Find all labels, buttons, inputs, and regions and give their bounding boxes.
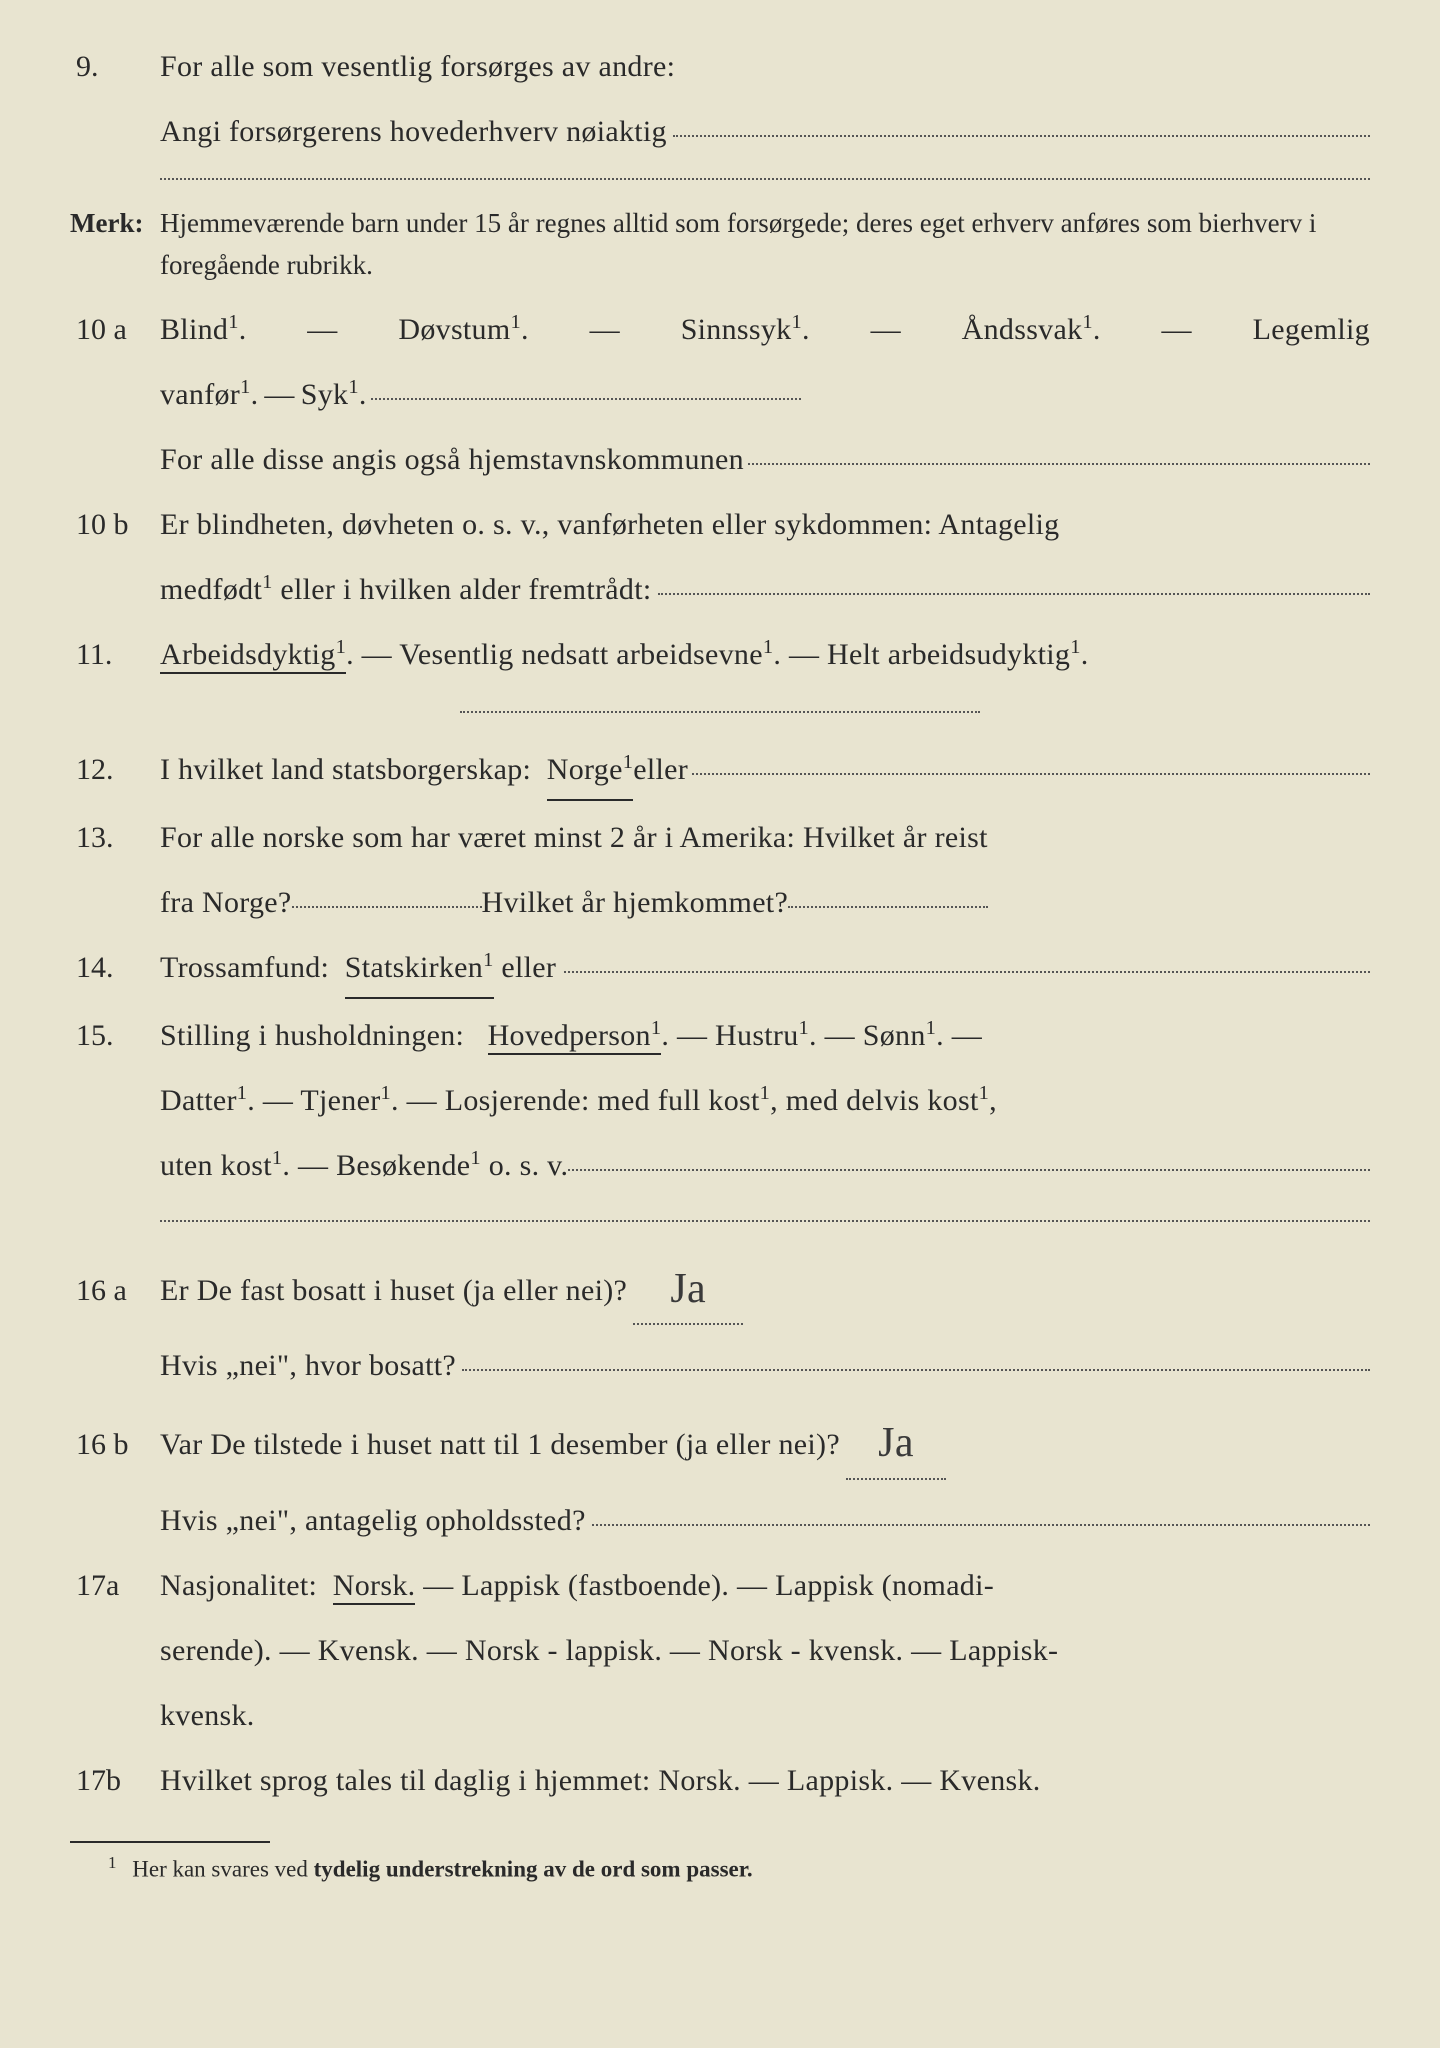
q15-line1: 15. Stilling i husholdningen: Hovedperso…: [70, 1007, 1370, 1064]
q13-blank2[interactable]: [788, 906, 988, 908]
q16b-line2: Hvis „nei", antagelig opholdssted?: [70, 1492, 1370, 1549]
q16a-blank2[interactable]: [462, 1369, 1370, 1371]
q15-line2: Datter1. — Tjener1. — Losjerende: med fu…: [70, 1072, 1370, 1129]
merk-text: Hjemmeværende barn under 15 år regnes al…: [160, 203, 1370, 287]
q17a-line3: kvensk.: [70, 1687, 1370, 1744]
q17a-opt-norsk[interactable]: Norsk.: [333, 1569, 416, 1605]
footnote-rule: [70, 1841, 270, 1843]
q16b-question: Var De tilstede i huset natt til 1 desem…: [160, 1416, 840, 1473]
q11-opt-arbeidsdyktig[interactable]: Arbeidsdyktig1: [160, 638, 346, 674]
divider: [160, 178, 1370, 180]
q17a-number: 17a: [70, 1557, 160, 1614]
q13-line2: fra Norge? Hvilket år hjemkommet?: [70, 874, 1370, 931]
q10b-number: 10 b: [70, 496, 160, 553]
q10a-line1: 10 a Blind1. — Døvstum1. — Sinnssyk1. — …: [70, 301, 1370, 358]
form-page: 9. For alle som vesentlig forsørges av a…: [70, 38, 1370, 2018]
q16a-question: Er De fast bosatt i huset (ja eller nei)…: [160, 1262, 627, 1319]
q17a-line2: serende). — Kvensk. — Norsk - lappisk. —…: [70, 1622, 1370, 1679]
q10a-opt-syk[interactable]: Syk1.: [301, 366, 367, 423]
q11-opt-udyktig[interactable]: Helt arbeidsudyktig1: [827, 638, 1081, 671]
q14-blank[interactable]: [564, 971, 1370, 973]
q16a-answer: Ja: [670, 1266, 706, 1312]
q10b-text1: Er blindheten, døvheten o. s. v., vanfør…: [160, 496, 1370, 553]
q15-opt-hovedperson[interactable]: Hovedperson1: [488, 1019, 662, 1055]
q10a-opt-blind[interactable]: Blind1.: [160, 301, 247, 358]
q12-blank[interactable]: [692, 773, 1370, 775]
q10a-opt-vanfor[interactable]: vanfør1.: [160, 366, 258, 423]
q9-blank[interactable]: [673, 135, 1370, 137]
q10a-line3: For alle disse angis også hjemstavnskomm…: [70, 431, 1370, 488]
q15-line3: uten kost1. — Besøkende1 o. s. v.: [70, 1137, 1370, 1194]
q16b-number: 16 b: [70, 1416, 160, 1473]
merk-row: Merk: Hjemmeværende barn under 15 år reg…: [70, 198, 1370, 287]
q17b-text: Hvilket sprog tales til daglig i hjemmet…: [160, 1752, 1370, 1809]
q12-row: 12. I hvilket land statsborgerskap: Norg…: [70, 741, 1370, 801]
q9-text2: Angi forsørgerens hovederhverv nøiaktig: [160, 103, 667, 160]
q10a-number: 10 a: [70, 301, 160, 358]
q10a-blank[interactable]: [371, 398, 801, 400]
q15-blank[interactable]: [568, 1169, 1370, 1171]
q10a-opt-sinnssyk[interactable]: Sinnssyk1.: [681, 301, 810, 358]
q9-line1: 9. For alle som vesentlig forsørges av a…: [70, 38, 1370, 95]
q16a-line1: 16 a Er De fast bosatt i huset (ja eller…: [70, 1248, 1370, 1330]
q10b-blank[interactable]: [658, 593, 1371, 595]
q10a-opt-legemlig[interactable]: Legemlig: [1253, 301, 1370, 358]
q10b-line2: medfødt1 eller i hvilken alder fremtrådt…: [70, 561, 1370, 618]
q16a-answer-blank[interactable]: Ja: [633, 1244, 743, 1326]
q17a-line1: 17a Nasjonalitet: Norsk. — Lappisk (fast…: [70, 1557, 1370, 1614]
q12-opt-norge[interactable]: Norge1: [547, 741, 633, 801]
q11-number: 11.: [70, 626, 160, 683]
q12-number: 12.: [70, 741, 160, 798]
q10a-opt-andssvak[interactable]: Åndssvak1.: [962, 301, 1101, 358]
q13-number: 13.: [70, 809, 160, 866]
merk-label: Merk:: [70, 198, 160, 249]
q16b-answer-blank[interactable]: Ja: [846, 1398, 946, 1480]
q13-line1: 13. For alle norske som har været minst …: [70, 809, 1370, 866]
q16b-blank2[interactable]: [592, 1524, 1370, 1526]
q16a-line2: Hvis „nei", hvor bosatt?: [70, 1337, 1370, 1394]
q14-opt-statskirken[interactable]: Statskirken1: [345, 939, 494, 999]
q9-line2: Angi forsørgerens hovederhverv nøiaktig: [70, 103, 1370, 160]
q10a-opt-dovstum[interactable]: Døvstum1.: [398, 301, 528, 358]
q9-number: 9.: [70, 38, 160, 95]
q14-row: 14. Trossamfund: Statskirken1 eller: [70, 939, 1370, 999]
q17b-row: 17b Hvilket sprog tales til daglig i hje…: [70, 1752, 1370, 1809]
divider: [160, 1220, 1370, 1222]
q10a-line2: vanfør1. — Syk1.: [70, 366, 1370, 423]
q15-number: 15.: [70, 1007, 160, 1064]
q11-opt-nedsatt[interactable]: Vesentlig nedsatt arbeidsevne1: [399, 638, 773, 671]
q13-text1: For alle norske som har været minst 2 år…: [160, 809, 1370, 866]
footnote-number: 1: [108, 1853, 117, 1872]
q10b-line1: 10 b Er blindheten, døvheten o. s. v., v…: [70, 496, 1370, 553]
q13-blank1[interactable]: [292, 906, 482, 908]
section-divider: [460, 711, 980, 713]
q14-number: 14.: [70, 939, 160, 996]
q9-text1: For alle som vesentlig forsørges av andr…: [160, 38, 1370, 95]
footnote: 1 Her kan svares ved tydelig understrekn…: [70, 1853, 1370, 1883]
q16a-number: 16 a: [70, 1262, 160, 1319]
q17b-number: 17b: [70, 1752, 160, 1809]
q10a-blank2[interactable]: [748, 463, 1370, 465]
q16b-line1: 16 b Var De tilstede i huset natt til 1 …: [70, 1402, 1370, 1484]
q11-row: 11. Arbeidsdyktig1. — Vesentlig nedsatt …: [70, 626, 1370, 683]
q16b-answer: Ja: [878, 1420, 914, 1466]
q10a-text3: For alle disse angis også hjemstavnskomm…: [160, 431, 744, 488]
